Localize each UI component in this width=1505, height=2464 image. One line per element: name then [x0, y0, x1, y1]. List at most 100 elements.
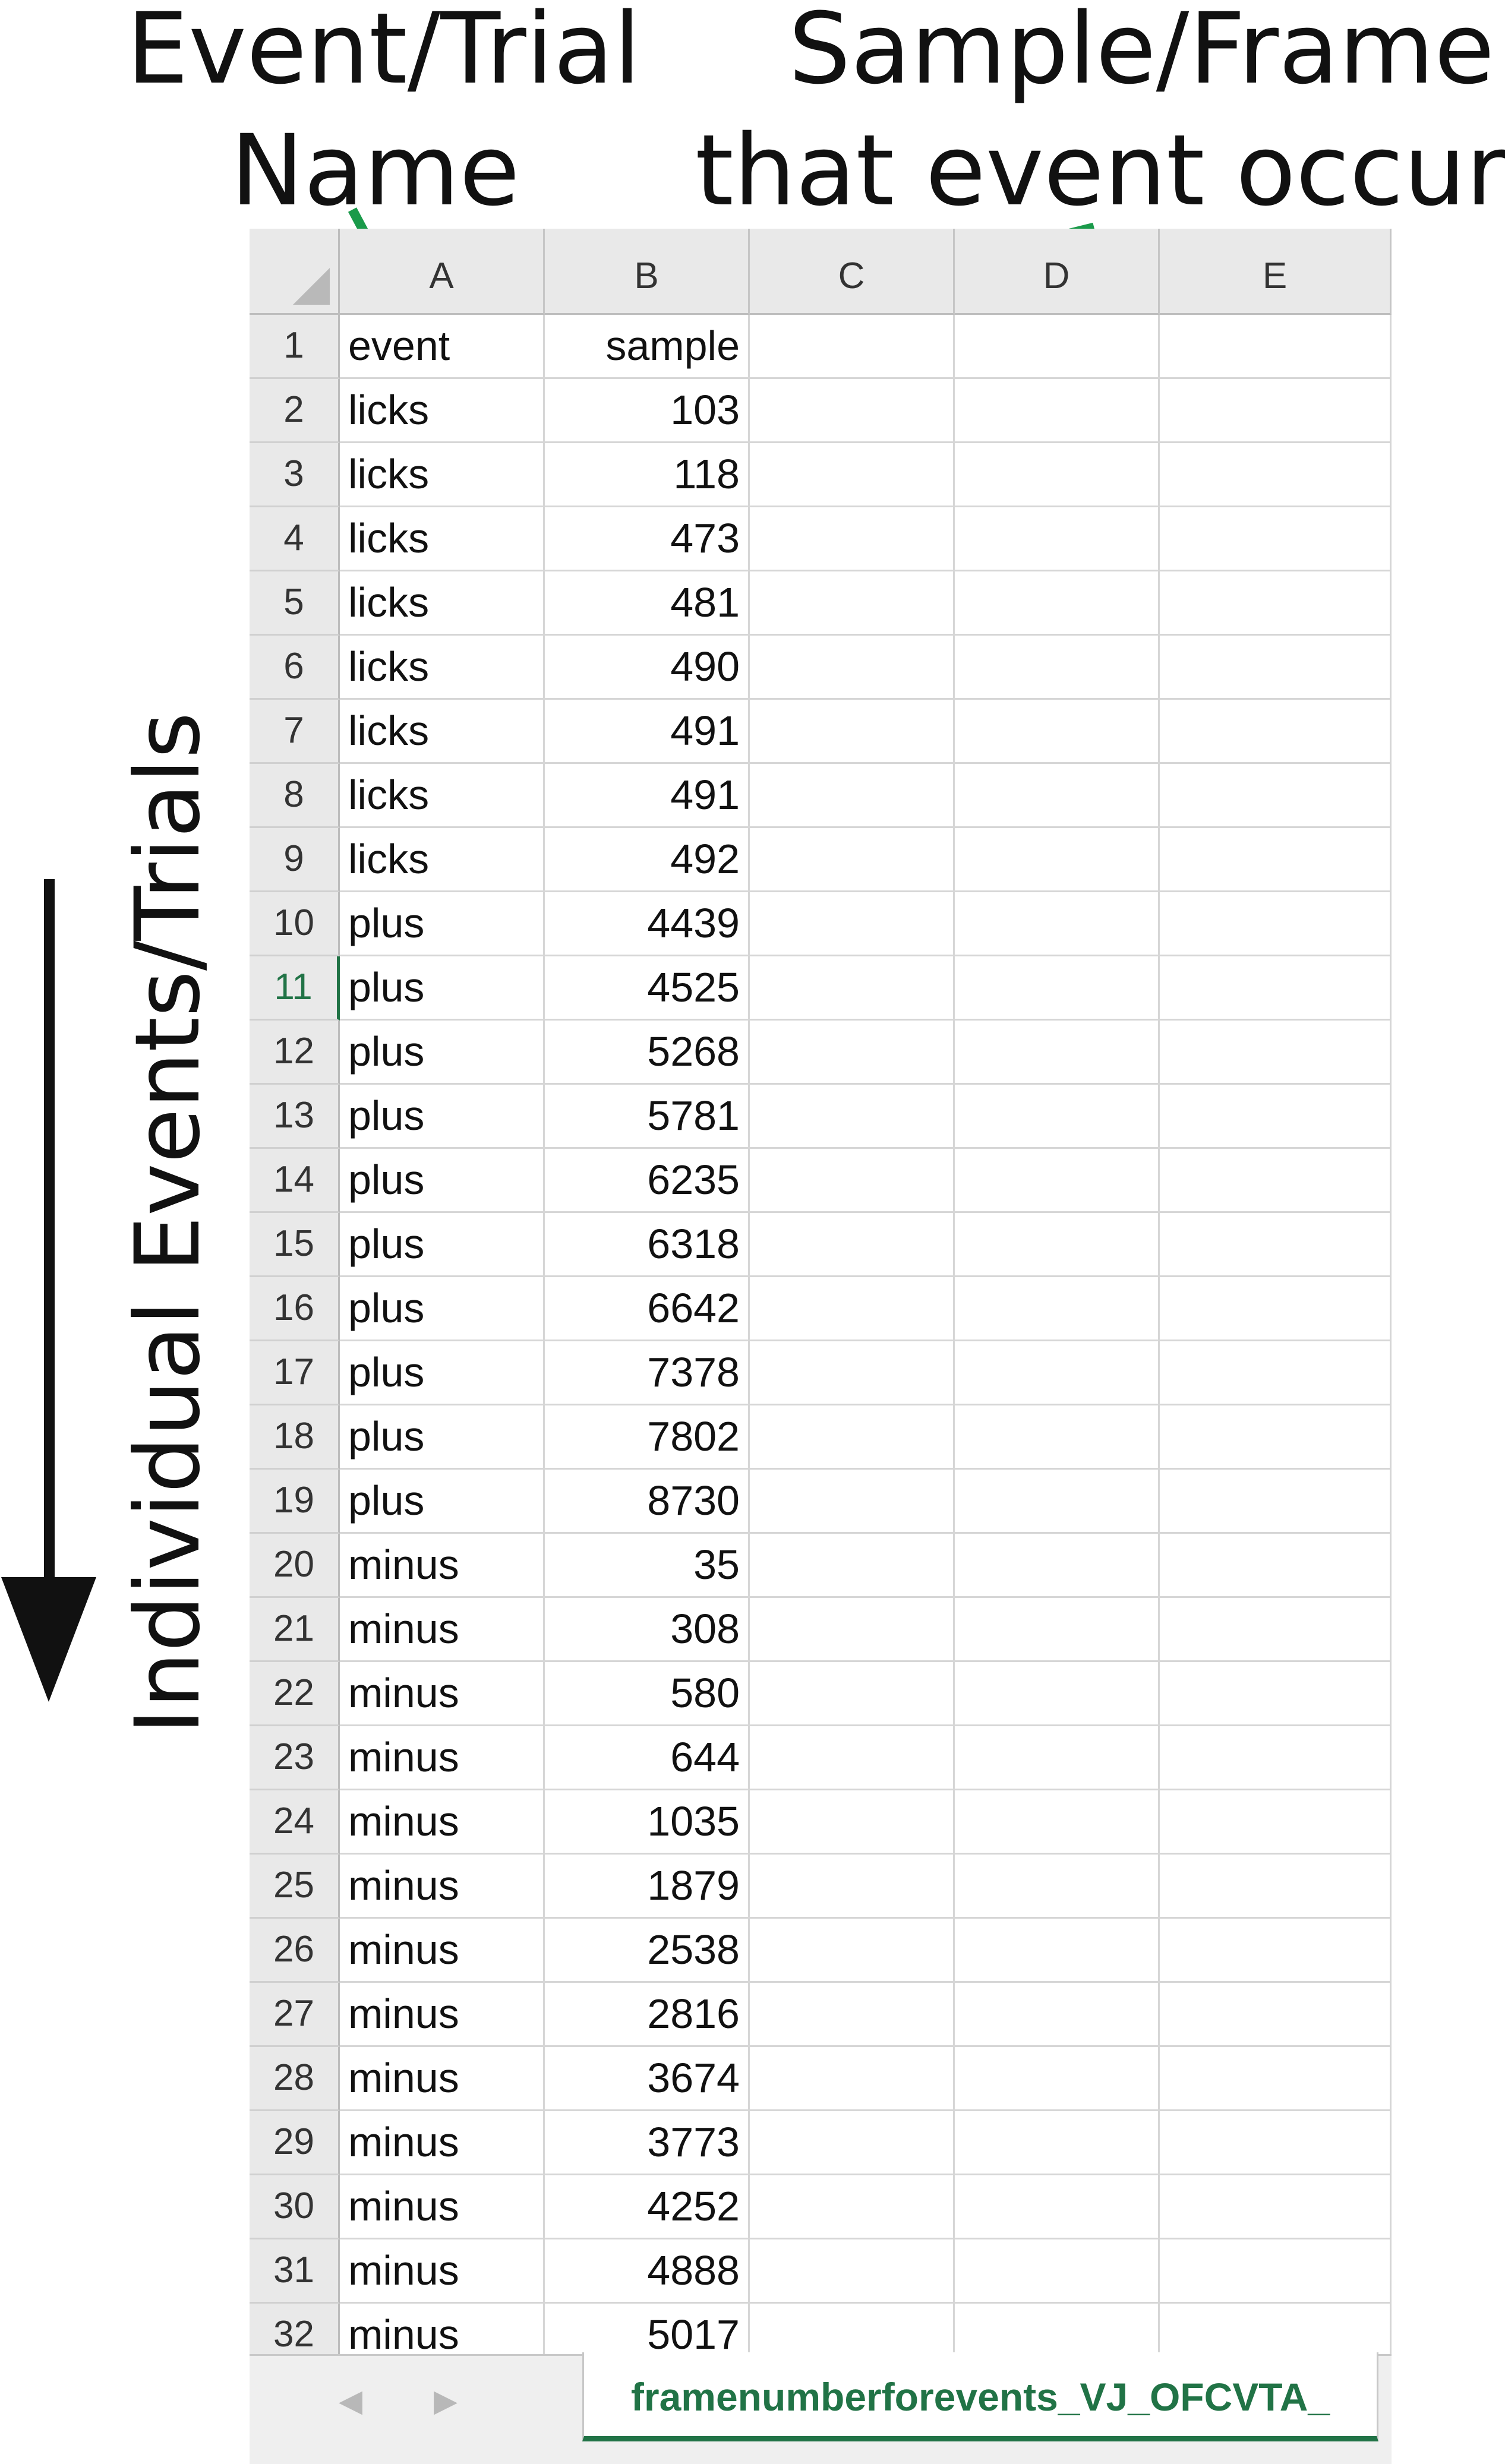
cell-b29[interactable]: 3773 [545, 2111, 750, 2175]
tab-scroll-right-icon[interactable]: ▶ [434, 2384, 458, 2418]
row-header[interactable]: 4 [250, 507, 340, 571]
cell-b24[interactable]: 1035 [545, 1790, 750, 1855]
cell-b18[interactable]: 7802 [545, 1405, 750, 1470]
select-all-corner[interactable] [250, 229, 340, 315]
cell-b16[interactable]: 6642 [545, 1277, 750, 1341]
cell-d20[interactable] [955, 1534, 1160, 1598]
column-header-b[interactable]: B [545, 229, 750, 315]
cell-c12[interactable] [750, 1021, 955, 1085]
cell-c21[interactable] [750, 1598, 955, 1662]
cell-c8[interactable] [750, 764, 955, 828]
cell-a24[interactable]: minus [340, 1790, 545, 1855]
cell-b5[interactable]: 481 [545, 571, 750, 636]
cell-e13[interactable] [1160, 1085, 1392, 1149]
cell-b2[interactable]: 103 [545, 379, 750, 443]
cell-c13[interactable] [750, 1085, 955, 1149]
cell-c25[interactable] [750, 1855, 955, 1919]
row-header[interactable]: 21 [250, 1598, 340, 1662]
cell-e17[interactable] [1160, 1341, 1392, 1405]
cell-d18[interactable] [955, 1405, 1160, 1470]
cell-d31[interactable] [955, 2239, 1160, 2304]
cell-d28[interactable] [955, 2047, 1160, 2111]
cell-b25[interactable]: 1879 [545, 1855, 750, 1919]
cell-d1[interactable] [955, 315, 1160, 379]
column-header-e[interactable]: E [1160, 229, 1392, 315]
cell-a29[interactable]: minus [340, 2111, 545, 2175]
row-header[interactable]: 13 [250, 1085, 340, 1149]
cell-c7[interactable] [750, 700, 955, 764]
cell-c26[interactable] [750, 1919, 955, 1983]
cell-a1[interactable]: event [340, 315, 545, 379]
cell-e8[interactable] [1160, 764, 1392, 828]
cell-a27[interactable]: minus [340, 1983, 545, 2047]
cell-c30[interactable] [750, 2175, 955, 2239]
row-header[interactable]: 3 [250, 443, 340, 507]
cell-d8[interactable] [955, 764, 1160, 828]
cell-c6[interactable] [750, 636, 955, 700]
cell-d25[interactable] [955, 1855, 1160, 1919]
cell-c1[interactable] [750, 315, 955, 379]
row-header[interactable]: 2 [250, 379, 340, 443]
row-header[interactable]: 31 [250, 2239, 340, 2304]
cell-e4[interactable] [1160, 507, 1392, 571]
cell-d30[interactable] [955, 2175, 1160, 2239]
cell-c9[interactable] [750, 828, 955, 892]
cell-b9[interactable]: 492 [545, 828, 750, 892]
cell-a23[interactable]: minus [340, 1726, 545, 1790]
cell-b4[interactable]: 473 [545, 507, 750, 571]
cell-a11[interactable]: plus [340, 956, 545, 1021]
row-header[interactable]: 7 [250, 700, 340, 764]
cell-a9[interactable]: licks [340, 828, 545, 892]
cell-b21[interactable]: 308 [545, 1598, 750, 1662]
row-header[interactable]: 20 [250, 1534, 340, 1598]
cell-e15[interactable] [1160, 1213, 1392, 1277]
cell-b20[interactable]: 35 [545, 1534, 750, 1598]
cell-a19[interactable]: plus [340, 1470, 545, 1534]
cell-d22[interactable] [955, 1662, 1160, 1726]
cell-a31[interactable]: minus [340, 2239, 545, 2304]
cell-a30[interactable]: minus [340, 2175, 545, 2239]
cell-d15[interactable] [955, 1213, 1160, 1277]
cell-c19[interactable] [750, 1470, 955, 1534]
cell-e29[interactable] [1160, 2111, 1392, 2175]
cell-a7[interactable]: licks [340, 700, 545, 764]
cell-c4[interactable] [750, 507, 955, 571]
cell-a12[interactable]: plus [340, 1021, 545, 1085]
column-header-d[interactable]: D [955, 229, 1160, 315]
cell-b3[interactable]: 118 [545, 443, 750, 507]
cell-a4[interactable]: licks [340, 507, 545, 571]
row-header[interactable]: 17 [250, 1341, 340, 1405]
cell-c10[interactable] [750, 892, 955, 956]
cell-b13[interactable]: 5781 [545, 1085, 750, 1149]
cell-b30[interactable]: 4252 [545, 2175, 750, 2239]
cell-d26[interactable] [955, 1919, 1160, 1983]
cell-c5[interactable] [750, 571, 955, 636]
cell-a6[interactable]: licks [340, 636, 545, 700]
row-header[interactable]: 5 [250, 571, 340, 636]
cell-b12[interactable]: 5268 [545, 1021, 750, 1085]
cell-e18[interactable] [1160, 1405, 1392, 1470]
row-header[interactable]: 26 [250, 1919, 340, 1983]
row-header[interactable]: 19 [250, 1470, 340, 1534]
cell-a17[interactable]: plus [340, 1341, 545, 1405]
cell-c22[interactable] [750, 1662, 955, 1726]
cell-d10[interactable] [955, 892, 1160, 956]
cell-b1[interactable]: sample [545, 315, 750, 379]
cell-d27[interactable] [955, 1983, 1160, 2047]
cell-c20[interactable] [750, 1534, 955, 1598]
cell-e24[interactable] [1160, 1790, 1392, 1855]
row-header[interactable]: 27 [250, 1983, 340, 2047]
row-header[interactable]: 1 [250, 315, 340, 379]
cell-a14[interactable]: plus [340, 1149, 545, 1213]
row-header[interactable]: 18 [250, 1405, 340, 1470]
cell-c27[interactable] [750, 1983, 955, 2047]
cell-b27[interactable]: 2816 [545, 1983, 750, 2047]
column-header-c[interactable]: C [750, 229, 955, 315]
cell-d23[interactable] [955, 1726, 1160, 1790]
row-header[interactable]: 25 [250, 1855, 340, 1919]
cell-b31[interactable]: 4888 [545, 2239, 750, 2304]
row-header[interactable]: 16 [250, 1277, 340, 1341]
cell-e16[interactable] [1160, 1277, 1392, 1341]
cell-e14[interactable] [1160, 1149, 1392, 1213]
cell-a28[interactable]: minus [340, 2047, 545, 2111]
